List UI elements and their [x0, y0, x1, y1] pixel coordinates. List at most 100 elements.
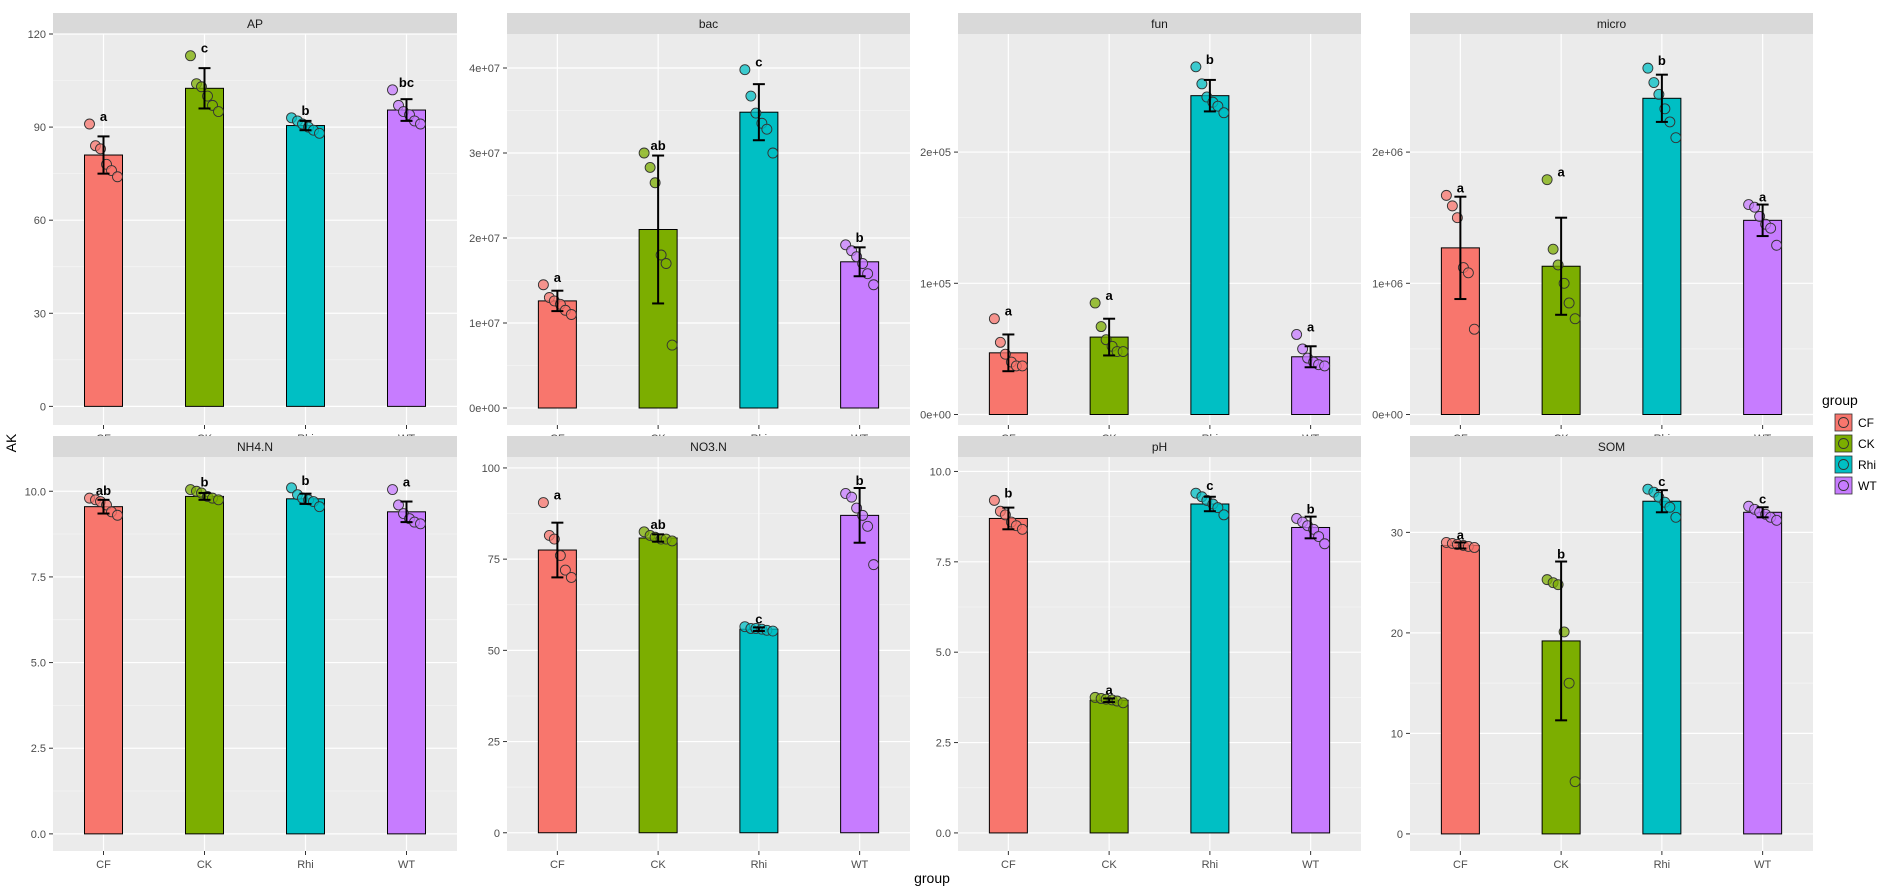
significance-letter: ab: [651, 138, 666, 153]
y-tick-label: 0.0: [936, 828, 951, 840]
bar-cf: [84, 154, 123, 407]
bar-cf: [1440, 544, 1480, 835]
data-point: [537, 279, 549, 291]
facet-strip-label: SOM: [1598, 440, 1625, 454]
significance-letter: a: [1307, 319, 1315, 334]
data-point: [1563, 677, 1575, 689]
significance-letter: a: [554, 488, 562, 503]
legend-title: group: [1822, 392, 1858, 408]
data-point: [1016, 360, 1028, 372]
bar-ck: [638, 537, 678, 834]
panel-ph: pH 0.0 2.5 5.0 7.5 10.0 b CF a CK c Rhi b WT: [930, 436, 1361, 871]
x-tick-label: Rhi: [751, 859, 768, 871]
significance-letter: a: [1106, 288, 1114, 303]
y-tick-label: 0e+00: [1372, 410, 1403, 422]
facet-strip: [507, 13, 910, 34]
significance-letter: c: [1658, 474, 1665, 489]
y-tick-label: 25: [488, 737, 500, 749]
data-point: [1670, 511, 1682, 523]
significance-letter: c: [755, 612, 762, 627]
y-tick-label: 0e+00: [920, 410, 951, 422]
y-tick-label: 0e+00: [469, 403, 500, 415]
data-point: [767, 625, 779, 637]
data-point: [638, 147, 650, 159]
y-tick-label: 2.5: [936, 738, 951, 750]
significance-letter: ab: [651, 517, 666, 532]
data-point: [1563, 297, 1575, 309]
y-tick-label: 5.0: [936, 647, 951, 659]
significance-letter: b: [856, 473, 864, 488]
legend-label: WT: [1858, 479, 1877, 493]
significance-letter: c: [755, 55, 762, 70]
data-point: [988, 313, 1000, 325]
x-tick-label: WT: [398, 859, 415, 871]
data-point: [1765, 222, 1777, 234]
y-tick-label: 30: [34, 308, 46, 320]
significance-letter: c: [201, 41, 208, 56]
significance-letter: a: [554, 270, 562, 285]
y-tick-label: 0: [40, 401, 46, 413]
data-point: [1642, 62, 1654, 74]
y-tick-label: 5.0: [31, 658, 46, 670]
facet-strip: [53, 436, 457, 457]
data-point: [988, 494, 1000, 506]
data-point: [1319, 538, 1331, 550]
bar-ck: [185, 87, 224, 407]
y-tick-label: 20: [1391, 628, 1403, 640]
data-point: [994, 336, 1006, 348]
data-point: [387, 484, 398, 495]
y-tick-label: 2e+06: [1372, 147, 1403, 159]
y-tick-label: 7.5: [936, 557, 951, 569]
data-point: [84, 118, 95, 130]
facet-strip-label: NO3.N: [690, 440, 727, 454]
y-tick-label: 2.5: [31, 743, 46, 755]
legend-key-point: [1838, 459, 1849, 470]
data-point: [213, 106, 224, 118]
facet-strip: [53, 13, 457, 34]
data-point: [868, 559, 880, 571]
data-point: [559, 564, 571, 576]
panel-nh4-n: NH4.N 0.0 2.5 5.0 7.5 10.0 ab CF b CK b Rhi a WT: [25, 436, 457, 871]
significance-letter: a: [1005, 304, 1013, 319]
facet-strip: [507, 436, 910, 457]
data-point: [868, 279, 880, 291]
x-tick-label: CK: [1553, 859, 1569, 871]
significance-letter: b: [856, 230, 864, 245]
data-point: [1664, 501, 1676, 513]
data-point: [565, 571, 577, 583]
panel-som: SOM 0 10 20 30 a CF b CK c Rhi c WT: [1391, 436, 1813, 871]
significance-letter: b: [1206, 52, 1214, 67]
x-tick-label: CF: [96, 859, 111, 871]
y-tick-label: 90: [34, 122, 46, 134]
data-point: [415, 518, 426, 530]
panel-ap: AP0306090120aCFcCKbRhibcWT: [28, 13, 457, 445]
x-tick-label: CF: [1001, 859, 1016, 871]
bar-rhi: [286, 498, 325, 835]
bar-wt: [1291, 526, 1331, 834]
significance-letter: a: [1457, 180, 1465, 195]
data-point: [1095, 321, 1107, 333]
data-point: [1089, 297, 1101, 309]
x-tick-label: CK: [197, 859, 213, 871]
x-tick-label: Rhi: [297, 859, 314, 871]
significance-letter: c: [1759, 491, 1766, 506]
significance-letter: b: [302, 473, 310, 488]
data-point: [286, 482, 297, 494]
panel-no3-n: NO3.N 0 25 50 75 100 a CF ab CK c Rhi b WT: [482, 436, 910, 871]
bar-wt: [1743, 511, 1783, 835]
data-point: [1440, 189, 1452, 201]
significance-letter: a: [403, 475, 411, 490]
y-tick-label: 2e+05: [920, 147, 951, 159]
facet-strip: [1410, 436, 1813, 457]
bar-wt: [1743, 219, 1783, 416]
bar-rhi: [286, 125, 325, 407]
facet-strip-label: micro: [1597, 17, 1627, 31]
data-point: [1541, 174, 1553, 186]
data-point: [1291, 329, 1303, 340]
data-point: [666, 535, 678, 547]
y-tick-label: 2e+07: [469, 233, 500, 245]
y-tick-label: 1e+06: [1372, 278, 1403, 290]
data-point: [537, 497, 549, 509]
